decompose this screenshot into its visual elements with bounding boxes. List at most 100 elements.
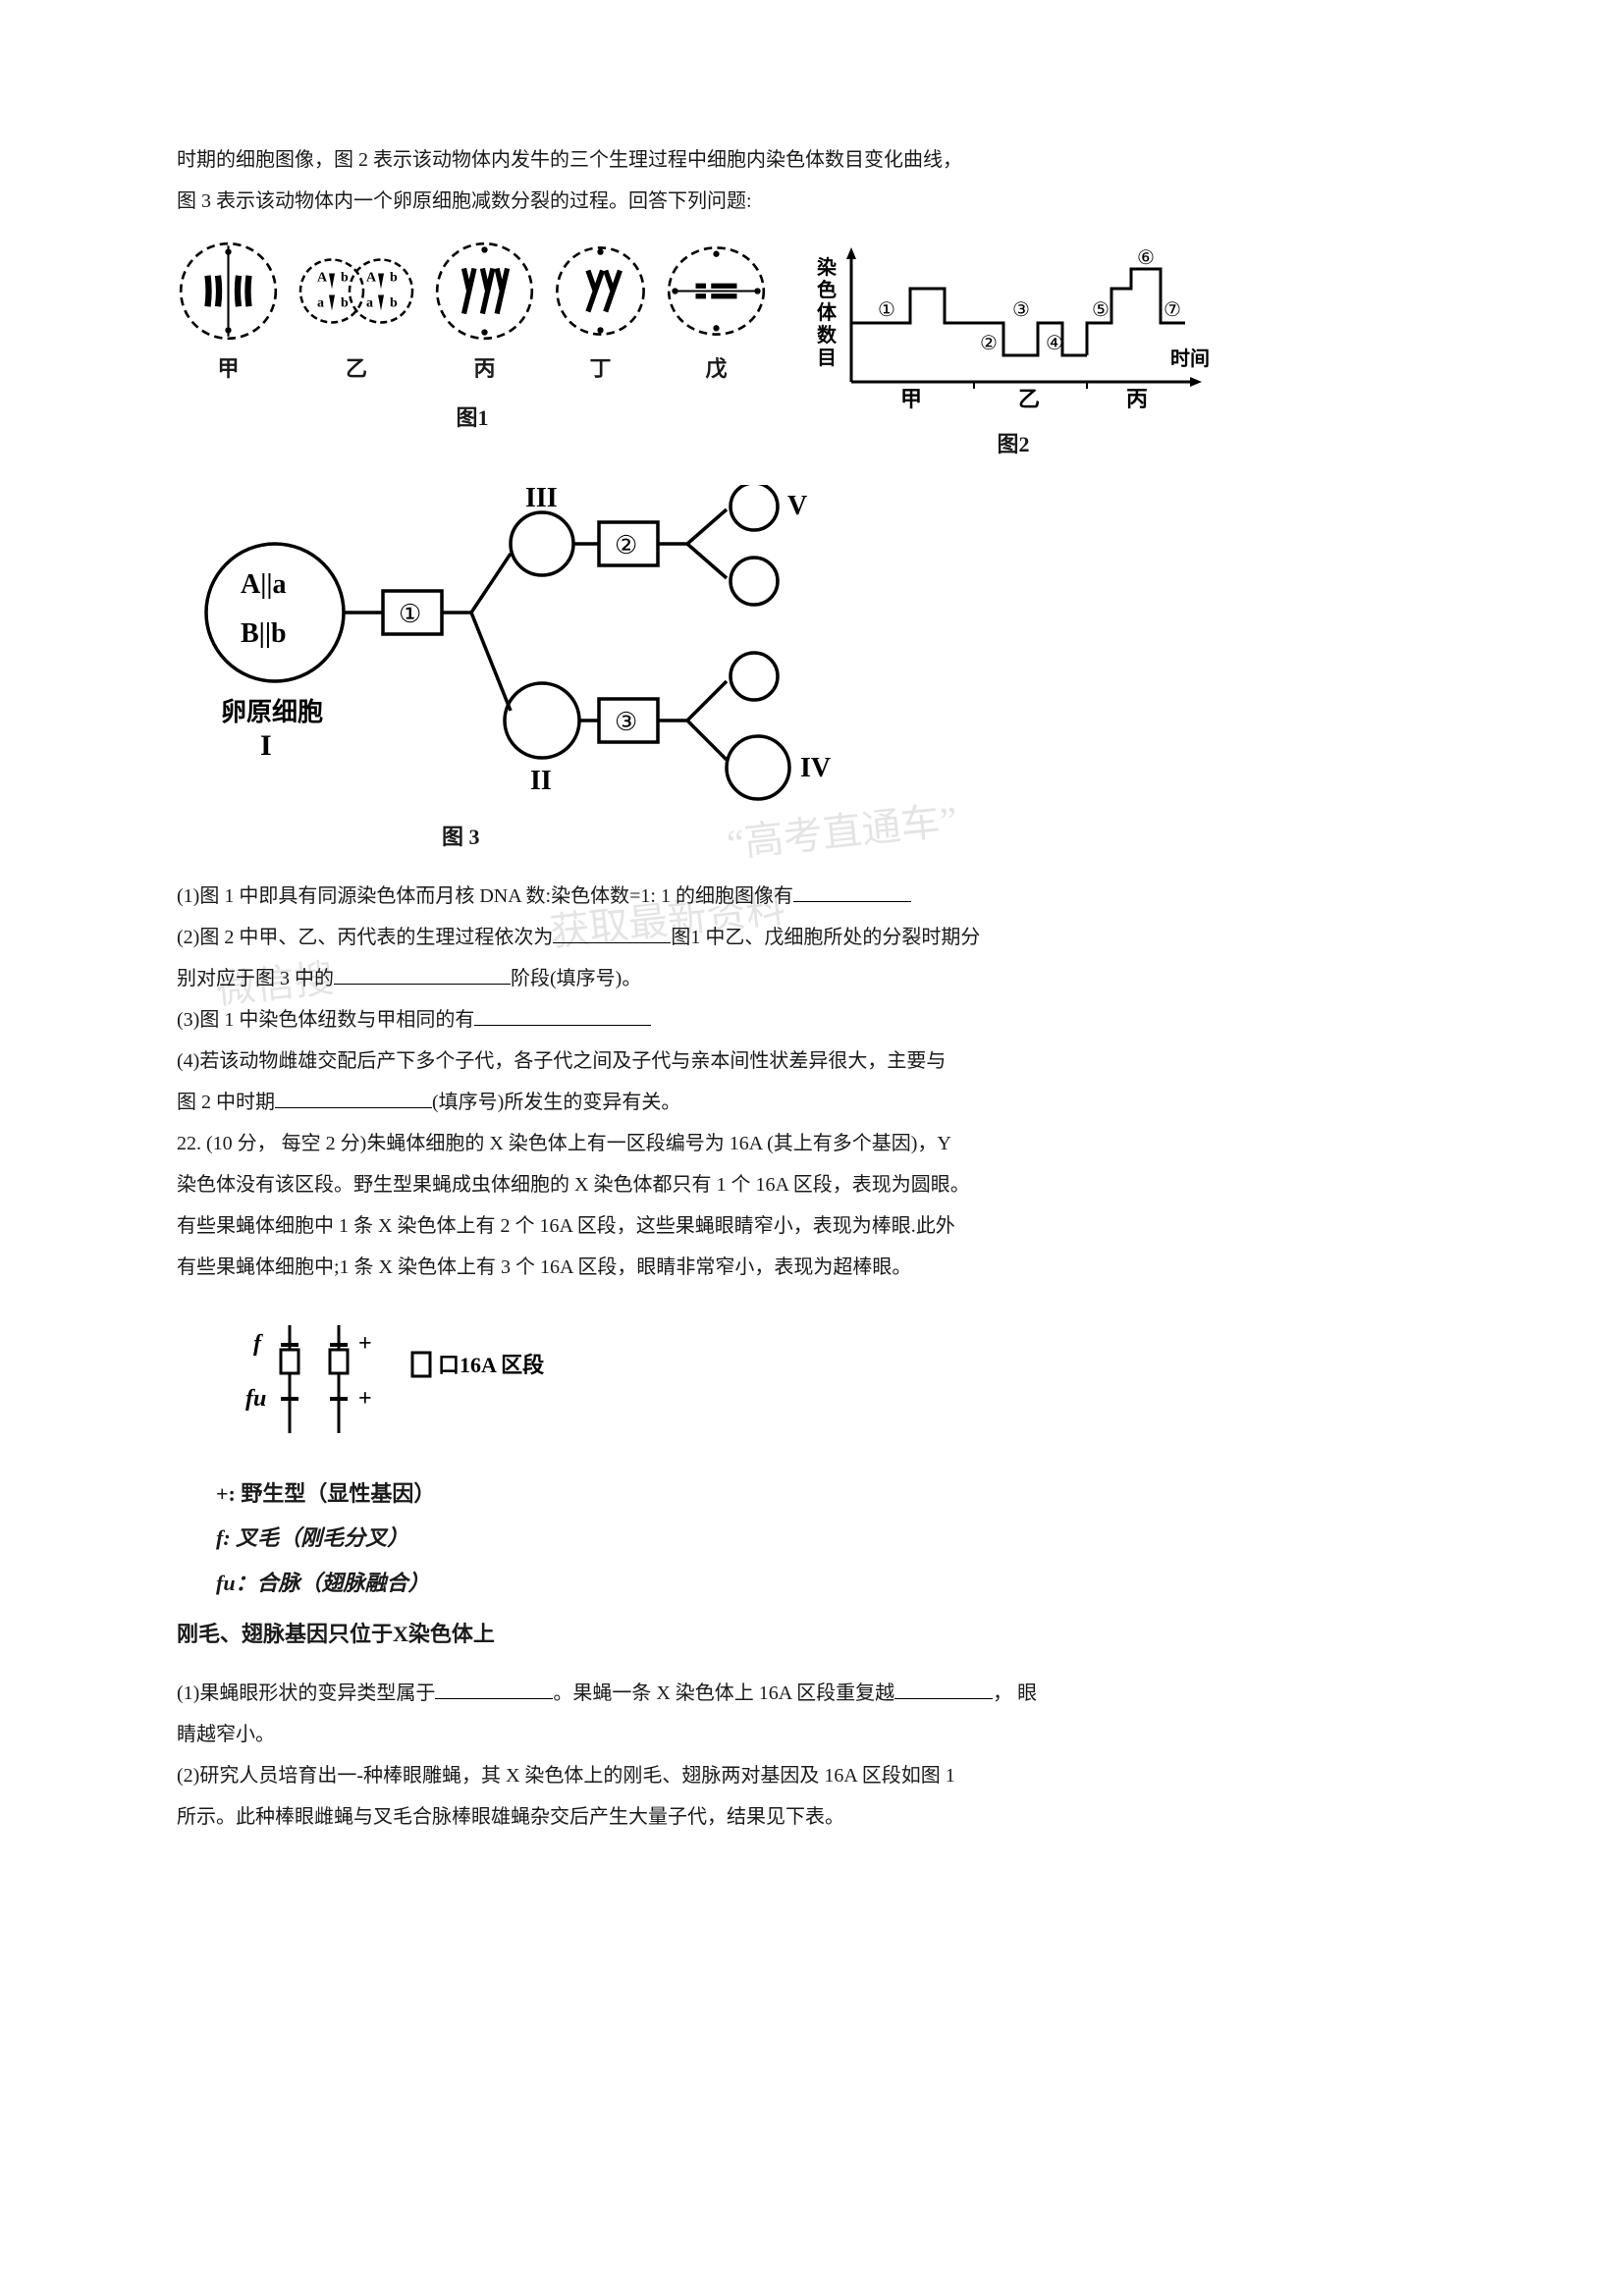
q2-blank2 — [334, 964, 511, 985]
q1-blank — [793, 881, 911, 902]
fig2-m1: ① — [878, 299, 895, 321]
q4-l2: 图 2 中时期 (填序号)所发生的变异有关。 — [177, 1084, 1447, 1121]
chrom-legend: 口16A 区段 — [438, 1353, 544, 1377]
chrom-plus1: + — [358, 1331, 372, 1357]
q22-1-l2: 睛越窄小。 — [177, 1716, 1447, 1753]
fig3-c3: ③ — [615, 708, 637, 736]
cell-wu: 戊 — [665, 240, 768, 390]
fig2-xt1: 甲 — [900, 387, 922, 411]
q22-1-blank1 — [435, 1679, 553, 1699]
cell-bing: 丙 — [433, 240, 536, 390]
q2-blank1 — [553, 923, 671, 943]
cell-wu-svg — [665, 240, 768, 343]
q22-l1: 22. (10 分， 每空 2 分)朱蝇体细胞的 X 染色体上有一区段编号为 1… — [177, 1125, 1447, 1162]
fig2-label: 图2 — [997, 424, 1029, 465]
fig2-m5: ⑤ — [1092, 299, 1110, 321]
q22-1-blank2 — [894, 1679, 993, 1699]
chrom-line-1: +: 野生型（显性基因） — [216, 1473, 1447, 1515]
q22-l4: 有些果蝇体细胞中;1 条 X 染色体上有 3 个 16A 区段，眼睛非常窄小，表… — [177, 1249, 1447, 1286]
cell-bing-label: 丙 — [473, 348, 495, 390]
q2-t2: 图1 中乙、戊细胞所处的分裂时期分 — [671, 927, 980, 948]
q22-2-l1: (2)研究人员培育出一-种棒眼雕蝇，其 X 染色体上的刚毛、翅脉两对基因及 16… — [177, 1757, 1447, 1794]
fig3-roman-I: I — [260, 729, 272, 762]
svg-text:b: b — [341, 271, 349, 286]
q4-blank — [275, 1088, 432, 1108]
cell-ding-label: 丁 — [589, 348, 611, 390]
cell-jia-label: 甲 — [217, 348, 239, 390]
fig3-roman-IV: IV — [800, 753, 831, 783]
chrom-svg: f fu + + 口16A 区段 — [216, 1315, 569, 1443]
fig3-main-l1: A||a — [241, 569, 287, 600]
q4-t3: (填序号)所发生的变异有关。 — [432, 1092, 680, 1113]
svg-text:A: A — [366, 271, 377, 286]
chrom-fu: fu — [245, 1386, 266, 1412]
q22-l3: 有些果蝇体细胞中 1 条 X 染色体上有 2 个 16A 区段，这些果蝇眼睛窄小… — [177, 1207, 1447, 1245]
figure-2: 染 色 体 数 目 ① ② ③ ④ ⑤ ⑥ ⑦ — [807, 240, 1219, 465]
q2-t1: (2)图 2 中甲、乙、丙代表的生理过程依次为 — [177, 927, 553, 948]
cell-yi-svg: A b a b A b a b — [298, 240, 415, 343]
fig3-svg: A||a B||b 卵原细胞 I ① III II ② V ③ — [187, 485, 874, 809]
chrom-line-3: fu：合脉（翅脉融合） — [216, 1563, 1447, 1604]
q1: (1)图 1 中即具有同源染色体而月核 DNA 数:染色体数=1: 1 的细胞图… — [177, 878, 1447, 915]
fig3-main-label: 卵原细胞 — [221, 697, 323, 726]
fig3-roman-III: III — [525, 485, 558, 513]
chrom-f: f — [253, 1331, 263, 1357]
fig2-m2: ② — [980, 333, 998, 354]
q22-1-t2: 。果蝇一条 X 染色体上 16A 区段重复越 — [553, 1682, 894, 1704]
cell-yi: A b a b A b a b 乙 — [298, 240, 415, 390]
svg-text:b: b — [390, 296, 398, 311]
svg-text:a: a — [366, 296, 373, 311]
cell-jia: 甲 — [177, 240, 280, 390]
q4-l1: (4)若该动物雌雄交配后产下多个子代，各子代之间及子代与亲本间性状差异很大，主要… — [177, 1042, 1447, 1080]
cell-bing-svg — [433, 240, 536, 343]
cell-ding-svg — [554, 240, 647, 343]
fig2-m4: ④ — [1046, 333, 1063, 354]
q22-l2: 染色体没有该区段。野生型果蝇成虫体细胞的 X 染色体都只有 1 个 16A 区段… — [177, 1166, 1447, 1203]
fig2-m6: ⑥ — [1137, 247, 1155, 269]
fig3-main-l2: B||b — [241, 618, 287, 649]
fig2-m7: ⑦ — [1164, 299, 1181, 321]
svg-text:体: 体 — [817, 300, 838, 324]
q1-text: (1)图 1 中即具有同源染色体而月核 DNA 数:染色体数=1: 1 的细胞图… — [177, 885, 793, 907]
q3-text: (3)图 1 中染色体纽数与甲相同的有 — [177, 1009, 474, 1031]
chrom-bold-line: 刚毛、翅脉基因只位于X染色体上 — [177, 1614, 1447, 1655]
fig1-label: 图1 — [456, 398, 488, 439]
svg-text:数: 数 — [817, 323, 838, 347]
q3-blank — [474, 1005, 651, 1026]
fig3-roman-II: II — [530, 766, 552, 796]
fig3-label: 图 3 — [442, 817, 480, 858]
fig2-m3: ③ — [1012, 299, 1030, 321]
q22-1-l1: (1)果蝇眼形状的变异类型属于 。果蝇一条 X 染色体上 16A 区段重复越 ， 眼 — [177, 1675, 1447, 1712]
fig1-fig2-row: 甲 A b a b A b a b — [177, 240, 1447, 465]
q2-l1: (2)图 2 中甲、乙、丙代表的生理过程依次为 图1 中乙、戊细胞所处的分裂时期分 — [177, 919, 1447, 956]
fig2-y1: 染 — [817, 255, 838, 279]
q22-1-t3: ， 眼 — [993, 1682, 1037, 1704]
chrom-plus2: + — [358, 1386, 372, 1412]
chrom-lines: +: 野生型（显性基因） f: 叉毛（刚毛分叉） fu：合脉（翅脉融合） — [216, 1473, 1447, 1604]
fig3-roman-V: V — [787, 491, 807, 521]
cell-ding: 丁 — [554, 240, 647, 390]
svg-text:A: A — [317, 271, 328, 286]
svg-text:b: b — [390, 271, 398, 286]
chrom-figure: f fu + + 口16A 区段 +: 野生型（显性基因） f: 叉毛（刚毛分叉… — [216, 1315, 1447, 1604]
fig2-xt2: 乙 — [1018, 387, 1040, 411]
q22-1-t1: (1)果蝇眼形状的变异类型属于 — [177, 1682, 435, 1704]
cell-jia-svg — [177, 240, 280, 343]
q3: (3)图 1 中染色体纽数与甲相同的有 — [177, 1001, 1447, 1039]
q22-2-l2: 所示。此种棒眼雌蝇与叉毛合脉棒眼雄蝇杂交后产生大量子代，结果见下表。 — [177, 1798, 1447, 1836]
cell-wu-label: 戊 — [705, 348, 727, 390]
fig1-cells: 甲 A b a b A b a b — [177, 240, 768, 390]
svg-text:色: 色 — [817, 278, 837, 301]
q2-t4: 阶段(填序号)。 — [511, 968, 641, 989]
svg-text:目: 目 — [817, 347, 837, 369]
intro-line-2: 图 3 表示该动物体内一个卵原细胞减数分裂的过程。回答下列问题: — [177, 183, 1447, 220]
fig2-svg: 染 色 体 数 目 ① ② ③ ④ ⑤ ⑥ ⑦ — [807, 240, 1219, 416]
chrom-line-2: f: 叉毛（刚毛分叉） — [216, 1518, 1447, 1559]
fig3-c1: ① — [399, 600, 421, 628]
q2-l2: 别对应于图 3 中的阶段(填序号)。 — [177, 960, 1447, 997]
cell-yi-label: 乙 — [346, 348, 367, 390]
intro-line-1: 时期的细胞图像，图 2 表示该动物体内发牛的三个生理过程中细胞内染色体数目变化曲… — [177, 141, 1447, 179]
figure-3: A||a B||b 卵原细胞 I ① III II ② V ③ — [187, 485, 1447, 858]
svg-text:b: b — [341, 296, 349, 311]
q4-t2: 图 2 中时期 — [177, 1092, 275, 1113]
